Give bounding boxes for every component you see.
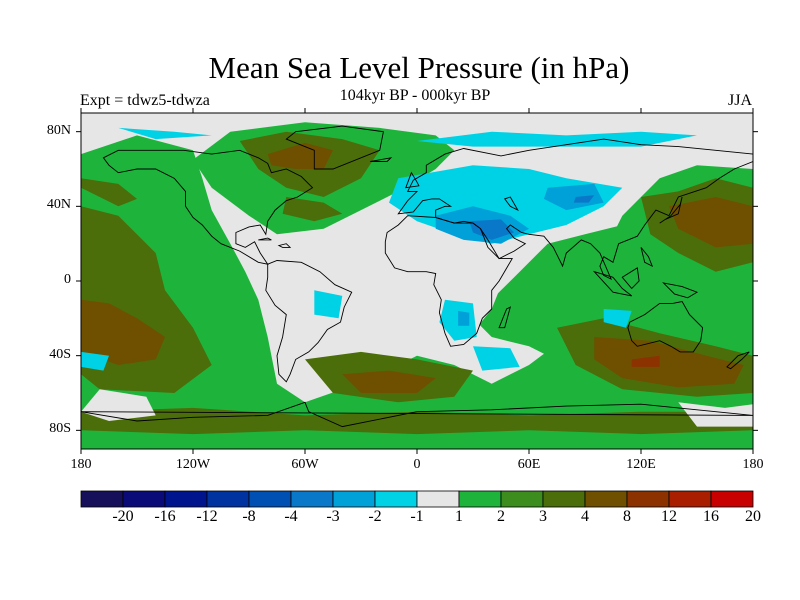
field-region-35 [81, 351, 109, 371]
colorbar-label: -3 [326, 508, 340, 525]
field-region-3 [81, 178, 137, 207]
coastline-8 [659, 196, 683, 224]
chart-title: Mean Sea Level Pressure (in hPa) [208, 50, 630, 85]
colorbar-label: 2 [497, 508, 505, 525]
coastline-15 [258, 237, 272, 241]
colorbar-label: 1 [455, 508, 463, 525]
colorbar-label: -16 [154, 508, 176, 525]
field-region-18 [81, 389, 156, 421]
coastline-12 [662, 282, 699, 299]
colorbar-label: 16 [703, 508, 719, 525]
field-region-15 [342, 370, 436, 393]
lat-tick-label: 80N [46, 122, 71, 138]
field-region-17 [81, 430, 753, 449]
coastline-9 [405, 171, 420, 189]
colorbar-box [80, 490, 124, 508]
lon-tick-label: 60W [291, 457, 319, 472]
field-region-6 [267, 142, 333, 169]
colorbar-box [248, 490, 292, 508]
colorbar-label: -2 [368, 508, 382, 525]
coastlines [81, 125, 753, 428]
coastline-3 [397, 138, 753, 281]
colorbar-label: 3 [539, 508, 547, 525]
coastline-7 [81, 401, 753, 428]
colorbar-label: -8 [242, 508, 256, 525]
lat-tick-label: 40N [46, 197, 71, 213]
coastline-18 [503, 196, 519, 212]
coastline-6 [498, 306, 512, 329]
lon-tick-label: 60E [517, 457, 541, 472]
coastline-11 [621, 267, 640, 290]
field-region-12 [594, 337, 744, 388]
colorbar-box [290, 490, 334, 508]
field-region-26 [469, 219, 515, 240]
lon-tick-label: 0 [413, 457, 421, 472]
field-region-13 [631, 355, 660, 367]
colorbar-box [206, 490, 250, 508]
colorbar-label: -4 [284, 508, 298, 525]
colorbar-box [626, 490, 670, 508]
lat-tick-label: 0 [64, 272, 71, 287]
field-region-32 [473, 346, 520, 371]
colorbar-box [710, 490, 754, 508]
field-region-29 [118, 127, 212, 140]
field-region-34 [603, 309, 632, 328]
coastline-13 [726, 351, 750, 370]
lat-tick-label: 80S [49, 421, 71, 437]
colorbar-box [332, 490, 376, 508]
coastline-1 [265, 260, 353, 383]
colorbar-box [458, 490, 502, 508]
lon-tick-label: 120W [175, 457, 211, 472]
colorbar-box [122, 490, 166, 508]
lon-tick-label: 180 [70, 457, 92, 472]
field-region-7 [282, 197, 343, 222]
field-region-27 [543, 183, 604, 211]
season-label: JJA [727, 92, 752, 109]
colorbar-box [584, 490, 628, 508]
chart-subtitle: 104kyr BP - 000kyr BP [339, 87, 491, 104]
experiment-label: Expt = tdwz5-tdwza [80, 92, 210, 109]
colorbar-box [668, 490, 712, 508]
colorbar-label: -20 [112, 508, 134, 525]
colorbar-box [374, 490, 418, 508]
field-region-33 [314, 290, 343, 319]
field-region-28 [573, 195, 595, 203]
colorbar-label: 20 [745, 508, 761, 525]
colorbar-box [542, 490, 586, 508]
colorbar-box [164, 490, 208, 508]
colorbar-label: 8 [623, 508, 631, 525]
coastline-16 [640, 247, 654, 268]
coastline-10 [592, 270, 632, 297]
pressure-anomaly-field [81, 113, 753, 449]
field-region-22 [678, 402, 753, 427]
coastline-17 [370, 157, 393, 162]
coastline-14 [277, 243, 292, 248]
colorbar-label: 4 [581, 508, 589, 525]
colorbar-label: -12 [196, 508, 218, 525]
lat-tick-label: 40S [49, 346, 71, 362]
colorbar-label: 12 [661, 508, 677, 525]
lon-tick-label: 180 [742, 457, 764, 472]
field-region-30 [439, 299, 477, 341]
field-region-2 [81, 299, 165, 365]
coastline-0 [102, 149, 314, 265]
lon-tick-label: 120E [626, 457, 656, 472]
colorbar-box [416, 490, 460, 508]
colorbar-label: -1 [410, 508, 424, 525]
field-region-31 [458, 310, 470, 326]
field-region-10 [669, 197, 753, 248]
coastline-4 [384, 215, 513, 347]
colorbar-box [500, 490, 544, 508]
coastline-5 [627, 300, 704, 353]
coastline-2 [285, 125, 384, 170]
